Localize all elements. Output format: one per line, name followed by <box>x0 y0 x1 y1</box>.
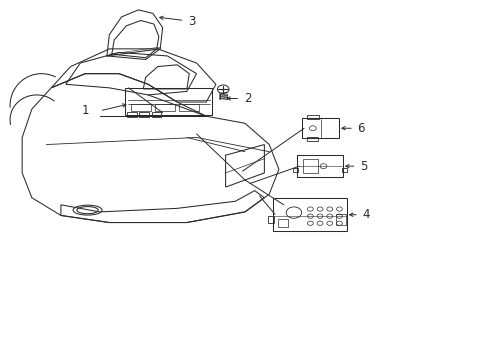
Text: 1: 1 <box>81 104 89 117</box>
Text: 2: 2 <box>244 92 251 105</box>
Text: 3: 3 <box>188 15 196 28</box>
Text: 4: 4 <box>362 208 370 221</box>
Text: 6: 6 <box>357 122 365 135</box>
Text: 5: 5 <box>360 160 367 173</box>
